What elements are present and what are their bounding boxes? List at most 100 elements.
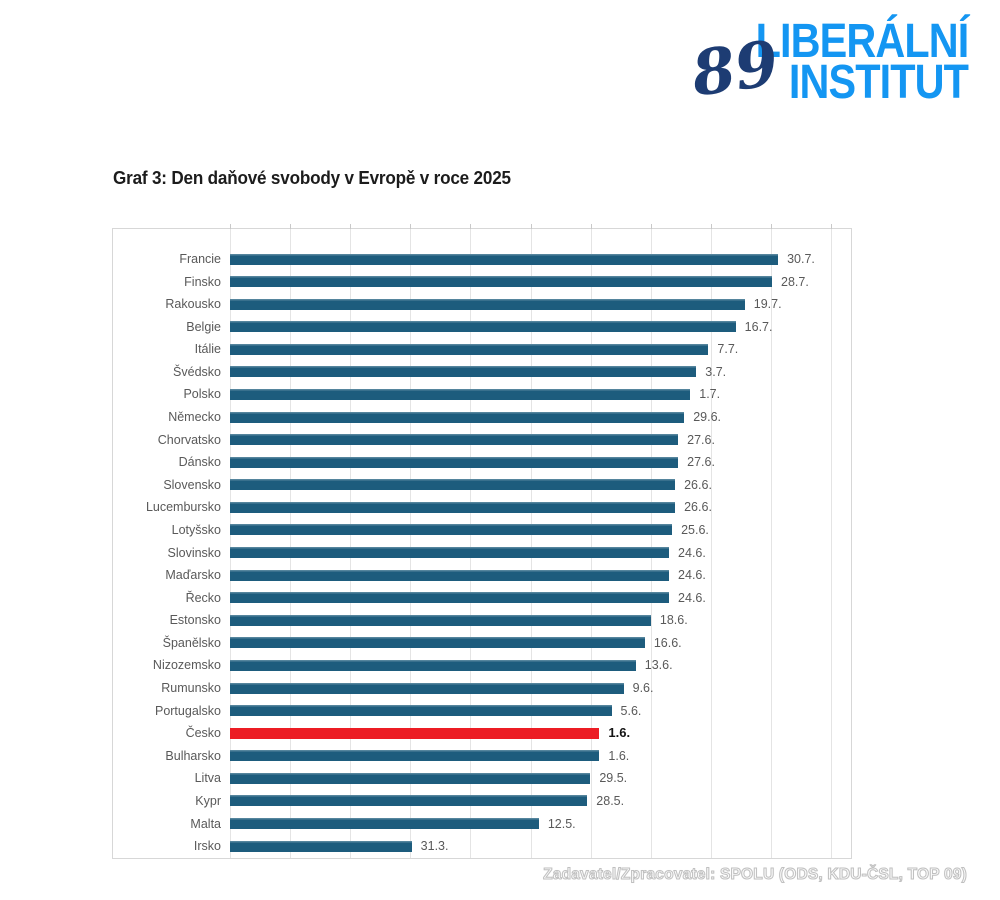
watermark-text: Zadavatel/Zpracovatel: SPOLU (ODS, KDU-Č…	[543, 866, 968, 884]
gridline	[710, 229, 712, 858]
category-label: Česko	[185, 726, 221, 741]
gridline	[470, 229, 472, 858]
gridline	[831, 229, 832, 858]
axis-tick	[470, 224, 472, 229]
axis-tick	[650, 224, 652, 229]
gridline	[590, 229, 592, 858]
gridline	[230, 229, 231, 858]
logo-89-mark: 89	[687, 26, 783, 111]
value-label: 13.6.	[644, 658, 673, 673]
value-label: 3.7.	[705, 364, 727, 379]
axis-tick	[710, 224, 712, 229]
bar	[230, 818, 539, 829]
value-label: 1.6.	[608, 748, 630, 763]
bar	[230, 547, 670, 559]
axis-tick	[530, 224, 532, 229]
value-label: 9.6.	[632, 681, 654, 696]
value-label: 5.6.	[620, 703, 642, 718]
bar	[230, 501, 676, 513]
value-label: 12.5.	[547, 816, 576, 831]
category-label: Dánsko	[178, 455, 221, 470]
value-label: 28.7.	[781, 274, 809, 289]
value-label: 31.3.	[420, 839, 449, 854]
axis-tick	[590, 224, 592, 229]
logo-text-institut: INSTITUT	[788, 53, 969, 109]
bar	[230, 659, 636, 671]
bar	[230, 592, 670, 604]
category-label: Irsko	[193, 839, 221, 854]
value-label: 16.6.	[653, 635, 682, 650]
value-label: 24.6.	[678, 590, 706, 605]
gridline	[650, 229, 652, 858]
category-label: Portugalsko	[154, 703, 221, 718]
category-label: Švédsko	[173, 364, 221, 379]
bar	[230, 434, 679, 446]
gridline	[770, 229, 772, 858]
gridline	[350, 229, 352, 858]
value-label: 26.6.	[684, 477, 712, 492]
axis-tick	[410, 224, 412, 229]
value-label: 1.6.	[608, 725, 631, 741]
bar	[230, 253, 779, 265]
axis-tick	[831, 224, 832, 229]
value-label: 18.6.	[659, 613, 688, 628]
axis-tick	[290, 224, 292, 229]
bar	[230, 569, 670, 581]
bar	[230, 750, 600, 762]
category-label: Finsko	[184, 274, 221, 289]
value-label: 19.7.	[753, 297, 782, 312]
category-label: Slovensko	[163, 477, 221, 492]
bar	[230, 795, 588, 807]
value-label: 26.6.	[684, 500, 712, 515]
bar	[230, 321, 736, 333]
value-label: 27.6.	[687, 455, 715, 470]
value-label: 29.5.	[599, 771, 628, 786]
category-label: Nizozemsko	[152, 658, 221, 673]
bar-highlighted	[230, 727, 600, 739]
category-label: Estonsko	[169, 613, 221, 628]
value-label: 24.6.	[678, 568, 706, 583]
value-label: 28.5.	[596, 793, 625, 808]
value-label: 24.6.	[678, 545, 706, 560]
value-label: 30.7.	[787, 252, 815, 266]
bar-chart: Francie 30.7. Finsko 28.7. Rakousko 19.7. Belg…	[112, 224, 852, 859]
value-label: 27.6.	[687, 432, 715, 447]
category-label: Polsko	[183, 387, 221, 402]
bar	[230, 637, 645, 649]
category-label: Slovinsko	[167, 545, 222, 560]
category-label: Litva	[194, 771, 221, 786]
value-label: 7.7.	[717, 342, 739, 357]
chart-title: Graf 3: Den daňové svobody v Evropě v ro…	[113, 168, 511, 188]
category-label: Belgie	[186, 319, 221, 334]
category-label: Itálie	[194, 342, 221, 357]
category-label: Francie	[179, 252, 221, 266]
bar	[230, 411, 685, 423]
gridline	[290, 229, 292, 858]
category-label: Bulharsko	[165, 748, 221, 763]
category-label: Maďarsko	[165, 568, 221, 583]
bar	[230, 614, 651, 626]
bar	[230, 524, 673, 536]
bar	[230, 298, 745, 310]
bar	[230, 479, 676, 491]
bar	[230, 366, 697, 378]
category-label: Malta	[190, 816, 221, 831]
category-label: Řecko	[185, 590, 221, 605]
gridline	[410, 229, 412, 858]
logo-text-liberalni: LIBERÁLNÍ	[755, 12, 969, 68]
value-label: 29.6.	[693, 410, 721, 425]
category-label: Rumunsko	[161, 681, 221, 696]
category-label: Německo	[168, 410, 221, 425]
category-label: Kypr	[195, 793, 221, 808]
category-label: Španělsko	[162, 635, 221, 650]
bar	[230, 276, 772, 288]
category-label: Lucembursko	[145, 500, 221, 515]
bar	[230, 343, 709, 355]
axis-tick	[770, 224, 772, 229]
value-label: 1.7.	[699, 387, 721, 402]
bar	[230, 682, 624, 694]
value-label: 16.7.	[744, 319, 773, 334]
category-label: Chorvatsko	[157, 432, 221, 447]
axis-tick	[230, 224, 231, 229]
bar	[230, 840, 412, 852]
